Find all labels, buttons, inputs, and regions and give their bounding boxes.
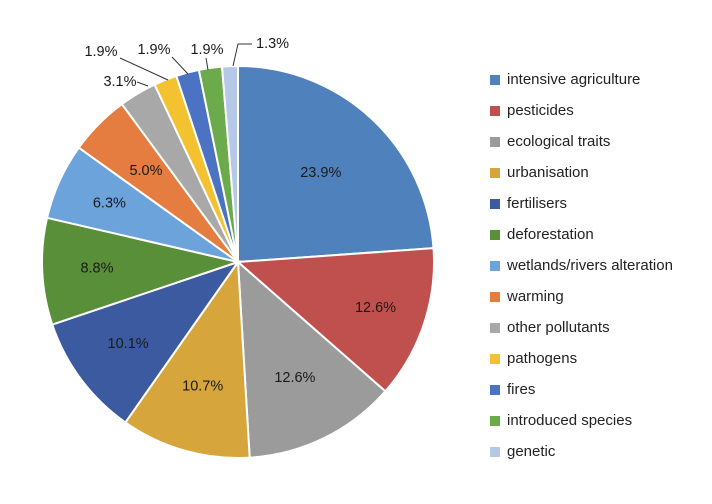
pie-slice-genetic (220, 64, 239, 263)
legend-label: genetic (507, 443, 556, 460)
pie-slice-urbanisation (124, 259, 251, 459)
leader-line (171, 56, 189, 75)
legend-label: pesticides (507, 102, 574, 119)
data-label: 8.8% (80, 261, 113, 277)
legend-label: introduced species (507, 412, 633, 429)
legend: intensive agriculture pesticides ecologica… (490, 64, 705, 467)
legend-item: pesticides (490, 95, 705, 126)
pie-slice-pesticides (235, 247, 435, 393)
legend-swatch (490, 322, 500, 333)
pie-slice-ecological-traits (236, 259, 387, 459)
leader-line (136, 81, 149, 87)
legend-item: ecological traits (490, 126, 705, 157)
data-label: 12.6% (274, 370, 315, 386)
legend-label: intensive agriculture (507, 71, 641, 88)
legend-item: warming (490, 281, 705, 312)
legend-item: fertilisers (490, 188, 705, 219)
legend-swatch (490, 415, 500, 426)
legend-swatch (490, 353, 500, 364)
data-label: 1.9% (84, 44, 117, 60)
legend-label: urbanisation (507, 164, 589, 181)
leader-line (205, 57, 209, 71)
legend-item: genetic (490, 436, 705, 467)
legend-swatch (490, 291, 500, 302)
data-label: 1.9% (190, 42, 223, 58)
pie-slice-deforestation (41, 216, 242, 326)
legend-swatch (490, 136, 500, 147)
legend-swatch (490, 167, 500, 178)
legend-swatch (490, 446, 500, 457)
legend-item: other pollutants (490, 312, 705, 343)
legend-label: deforestation (507, 226, 594, 243)
leader-lines (119, 43, 252, 87)
pie-slice-fertilisers (50, 260, 241, 424)
legend-item: fires (490, 374, 705, 405)
data-label: 23.9% (300, 165, 341, 181)
legend-label: fertilisers (507, 195, 568, 212)
legend-label: wetlands/rivers alteration (507, 257, 673, 274)
leader-line (119, 57, 169, 81)
data-label: 10.1% (108, 336, 149, 352)
legend-swatch (490, 74, 500, 85)
legend-item: introduced species (490, 405, 705, 436)
data-label: 1.3% (256, 36, 289, 52)
legend-label: warming (507, 288, 564, 305)
legend-label: pathogens (507, 350, 578, 367)
pie-slices (41, 64, 435, 459)
data-label: 10.7% (182, 378, 223, 394)
legend-swatch (490, 198, 500, 209)
legend-label: other pollutants (507, 319, 610, 336)
legend-item: intensive agriculture (490, 64, 705, 95)
pie-slice-intensive-agriculture (237, 64, 435, 264)
data-label: 12.6% (355, 300, 396, 316)
legend-swatch (490, 229, 500, 240)
data-label: 6.3% (93, 196, 126, 212)
legend-item: deforestation (490, 219, 705, 250)
legend-item: urbanisation (490, 157, 705, 188)
leader-line (232, 43, 252, 67)
legend-swatch (490, 260, 500, 271)
data-labels: 23.9% 12.6% 12.6% 10.7% 10.1% 8.8% 6.3% 5.0% 3.1… (80, 36, 396, 395)
data-label: 3.1% (103, 74, 136, 90)
legend-item: wetlands/rivers alteration (490, 250, 705, 281)
data-label: 5.0% (129, 163, 162, 179)
legend-swatch (490, 384, 500, 395)
legend-item: pathogens (490, 343, 705, 374)
data-label: 1.9% (137, 42, 170, 58)
legend-swatch (490, 105, 500, 116)
legend-label: fires (507, 381, 536, 398)
legend-label: ecological traits (507, 133, 611, 150)
